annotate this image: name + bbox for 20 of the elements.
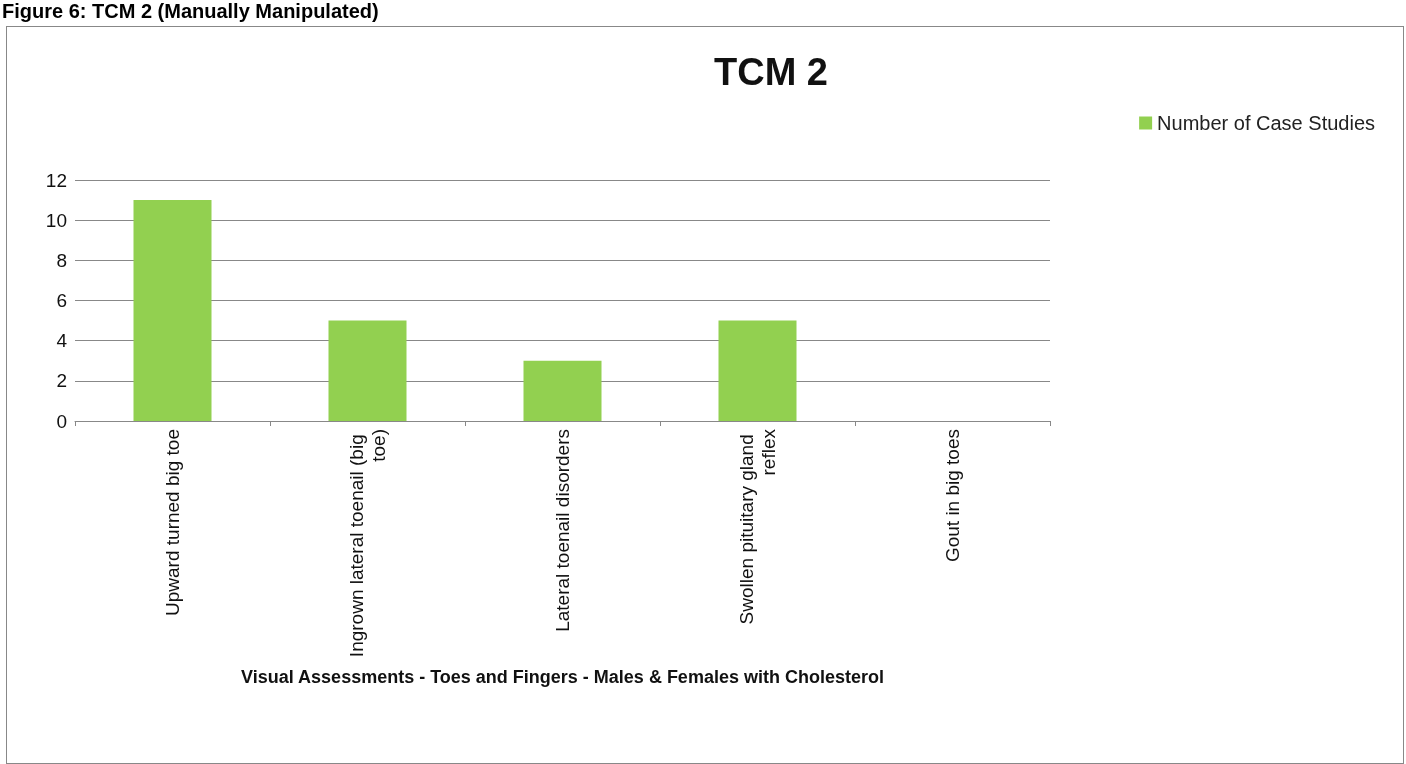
x-tick-label: Swollen pituitary gland reflex xyxy=(736,428,779,625)
y-tick-label: 8 xyxy=(56,249,67,271)
x-axis-title: Visual Assessments - Toes and Fingers - Males & Females with Cholesterol xyxy=(241,666,884,687)
y-tick-label: 0 xyxy=(56,410,67,432)
caption: Figure 6: TCM 2 (Manually Manipulated) xyxy=(2,0,379,23)
bar xyxy=(133,200,212,421)
x-tick-label: Lateral toenail disorders xyxy=(552,429,573,632)
chart-title: TCM 2 xyxy=(714,51,828,93)
x-tick-label: Gout in big toes xyxy=(942,429,963,563)
bar xyxy=(328,320,407,421)
y-tick-label: 2 xyxy=(56,370,67,392)
x-tick-label: Ingrown lateral toenail (big toe) xyxy=(346,429,389,658)
y-tick-label: 10 xyxy=(45,209,67,231)
x-tick-label: Upward turned big toe xyxy=(162,429,183,616)
bar xyxy=(718,320,797,421)
y-tick-label: 12 xyxy=(45,169,67,191)
legend-label: Number of Case Studies xyxy=(1157,112,1376,134)
y-tick-label: 4 xyxy=(56,330,68,352)
bar xyxy=(523,360,602,421)
y-tick-label: 6 xyxy=(56,290,67,311)
